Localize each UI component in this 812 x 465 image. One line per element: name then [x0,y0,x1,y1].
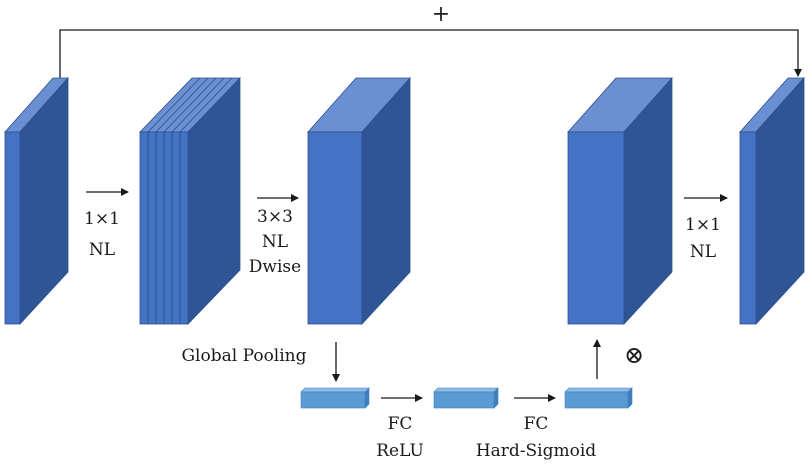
relu-label: ReLU [376,441,424,461]
fc-relu-vector-front [433,391,495,409]
depthwise-block-front [307,131,363,325]
expanded-block-top-edge [147,77,201,133]
output-feature-block [739,76,805,326]
scaled-block-front [567,131,625,325]
expanded-block-slice [171,131,181,325]
fc1-label: FC [388,414,413,434]
expanded-block-slice [147,131,157,325]
project-conv-label: 1×1 [685,215,721,235]
dwise-nl-label: NL [262,232,288,252]
multiply-symbol: ⊗ [624,341,644,369]
residual-add-label: + [432,2,450,27]
expanded-block-slice [179,131,189,325]
input-block-front [4,131,21,325]
expanded-block-top-edge [155,77,209,133]
residual-connection-line [59,29,802,78]
excitation-vector-top [564,387,633,393]
output-block-front [739,131,757,325]
expanded-block-slice [155,131,165,325]
pooled-vector-side [364,387,370,409]
expanded-block-slice [163,131,173,325]
expanded-feature-block [139,77,241,325]
expanded-block-top-edge [171,77,225,133]
excitation-vector-front [564,391,629,409]
pooled-vector-top [300,387,370,393]
pooled-vector [300,387,370,409]
global-pooling-label: Global Pooling [181,346,306,366]
excitation-vector [564,387,633,409]
pooled-vector-front [300,391,366,409]
expanded-block-top-edge [179,77,233,133]
project-nl-label: NL [690,242,716,262]
dwise-type-label: Dwise [249,257,301,277]
excitation-vector-side [627,387,633,409]
hard-sigmoid-label: Hard-Sigmoid [476,441,596,461]
fc2-label: FC [524,414,549,434]
dwise-kernel-label: 3×3 [257,207,293,227]
input-feature-block [4,76,69,326]
scaled-feature-block [567,76,673,326]
depthwise-feature-block [307,76,411,326]
expand-conv-label: 1×1 [84,209,120,229]
fc-relu-vector-top [433,387,499,393]
fc-relu-vector-side [493,387,499,409]
fc-relu-vector [433,387,499,409]
expanded-block-slice [139,131,149,325]
expanded-block-top-edge [163,77,217,133]
expand-nl-label: NL [89,240,115,260]
